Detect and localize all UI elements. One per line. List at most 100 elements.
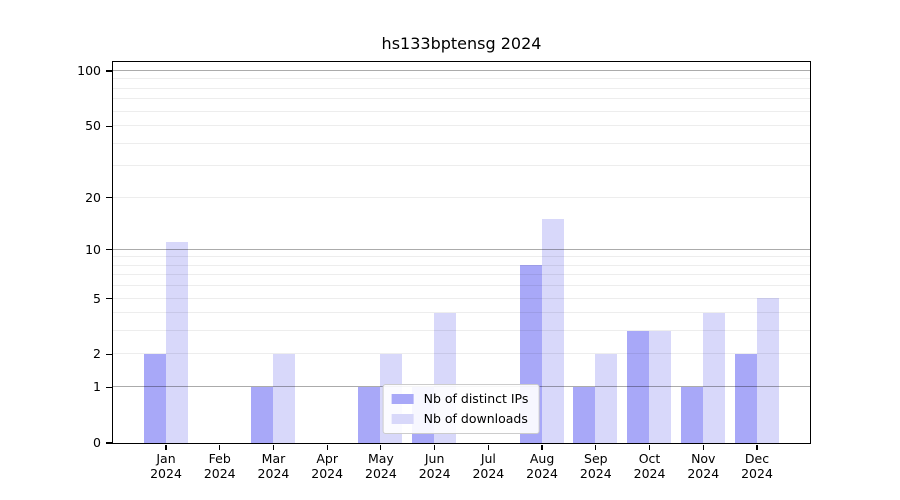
y-tick-label: 0	[93, 435, 101, 450]
x-tick-month: Jan	[156, 451, 176, 466]
x-tick-year: 2024	[741, 466, 773, 481]
gridline-minor	[112, 353, 810, 355]
y-tick-label: 20	[85, 189, 101, 205]
y-tick-label: 50	[85, 118, 101, 134]
x-tick-label-feb: Feb 2024	[190, 451, 250, 481]
bar-nb-of-downloads-jan	[165, 242, 188, 443]
bar-nb-of-distinct-ips-dec	[734, 353, 757, 443]
x-tick-month: Feb	[208, 451, 231, 466]
x-tick	[165, 444, 167, 450]
bar-nb-of-downloads-oct	[649, 330, 672, 443]
legend-label-distinct-ips: Nb of distinct IPs	[423, 391, 529, 406]
bar-nb-of-downloads-nov	[702, 312, 725, 443]
x-tick	[595, 444, 597, 450]
x-tick-year: 2024	[579, 466, 612, 481]
x-tick-label-oct: Oct 2024	[620, 451, 680, 481]
legend-label-downloads: Nb of downloads	[423, 411, 528, 426]
x-tick	[648, 444, 651, 450]
x-tick-month: Mar	[261, 451, 286, 466]
bar-nb-of-downloads-mar	[272, 353, 295, 443]
bar-nb-of-distinct-ips-sep	[573, 386, 596, 443]
gridline-minor	[112, 256, 810, 258]
x-tick-year: 2024	[203, 466, 236, 481]
x-tick-year: 2024	[365, 466, 397, 481]
y-tick-label: 100	[77, 63, 101, 79]
y-tick-label: 10	[85, 241, 101, 257]
x-tick-year: 2024	[311, 466, 344, 481]
x-tick	[380, 444, 382, 450]
legend-swatch-downloads	[391, 413, 414, 424]
x-tick-label-dec: Dec 2024	[727, 451, 787, 481]
x-tick-month: Sep	[584, 451, 608, 466]
gridline-minor	[112, 165, 810, 167]
bar-nb-of-distinct-ips-jan	[143, 353, 166, 443]
bar-nb-of-downloads-dec	[756, 298, 779, 443]
x-tick	[756, 444, 758, 450]
x-tick-label-aug: Aug 2024	[512, 451, 572, 481]
y-tick	[105, 442, 112, 444]
x-tick	[326, 444, 328, 450]
x-tick-label-jul: Jul 2024	[458, 451, 518, 481]
legend-item-downloads: Nb of downloads	[391, 409, 529, 429]
x-tick-label-jun: Jun 2024	[405, 451, 465, 481]
bar-nb-of-distinct-ips-oct	[627, 330, 650, 443]
bar-nb-of-distinct-ips-may	[358, 386, 381, 443]
y-tick	[105, 386, 112, 388]
y-tick-label: 2	[93, 346, 101, 362]
x-tick-label-sep: Sep 2024	[566, 451, 626, 481]
x-tick	[702, 444, 704, 450]
y-tick-label: 5	[93, 290, 101, 306]
x-tick-year: 2024	[257, 466, 290, 481]
y-tick	[105, 197, 112, 199]
x-tick-year: 2024	[687, 466, 720, 481]
x-tick	[487, 444, 489, 450]
x-tick-label-jan: Jan 2024	[136, 451, 196, 481]
gridline-minor	[112, 98, 810, 100]
y-tick	[105, 297, 112, 300]
legend-item-distinct-ips: Nb of distinct IPs	[391, 389, 529, 409]
x-tick	[434, 444, 436, 450]
gridline-minor	[112, 78, 810, 80]
gridline-minor	[112, 196, 810, 198]
x-tick-year: 2024	[418, 466, 451, 481]
x-tick-label-nov: Nov 2024	[673, 451, 733, 481]
x-tick-year: 2024	[526, 466, 558, 481]
x-tick-month: Oct	[638, 451, 661, 466]
gridline-minor	[112, 285, 810, 287]
x-tick-month: Jul	[480, 451, 496, 466]
x-tick-month: Apr	[316, 451, 338, 466]
bar-nb-of-distinct-ips-mar	[250, 386, 273, 443]
x-tick-year: 2024	[150, 466, 182, 481]
x-tick-month: Jun	[424, 451, 445, 466]
x-tick-year: 2024	[633, 466, 666, 481]
gridline-minor	[112, 297, 810, 299]
chart-title: hs133bptensg 2024	[381, 34, 542, 53]
y-tick	[105, 353, 112, 356]
x-tick-label-apr: Apr 2024	[297, 451, 357, 481]
gridline-minor	[112, 330, 810, 332]
gridline-minor	[112, 87, 810, 89]
x-tick-month: Aug	[529, 451, 555, 466]
bar-nb-of-distinct-ips-nov	[680, 386, 703, 443]
x-tick	[272, 444, 275, 450]
legend-swatch-distinct-ips	[391, 393, 414, 404]
gridlines-layer	[112, 62, 810, 443]
y-tick	[105, 70, 112, 72]
gridline-minor	[112, 264, 810, 266]
gridline-minor	[112, 110, 810, 112]
x-tick-month: Dec	[744, 451, 770, 466]
x-tick-label-may: May 2024	[351, 451, 411, 481]
x-tick-month: Nov	[691, 451, 716, 466]
bar-nb-of-downloads-sep	[595, 353, 618, 443]
gridline-major	[112, 248, 810, 250]
gridline-major	[112, 70, 810, 72]
x-tick-month: May	[367, 451, 394, 466]
x-tick-year: 2024	[472, 466, 505, 481]
y-tick	[105, 249, 112, 251]
plot-area: Nb of distinct IPs Nb of downloads	[111, 60, 811, 444]
gridline-minor	[112, 274, 810, 276]
y-tick-label: 1	[93, 379, 101, 395]
bar-nb-of-downloads-aug	[541, 219, 564, 443]
x-tick	[219, 444, 221, 450]
